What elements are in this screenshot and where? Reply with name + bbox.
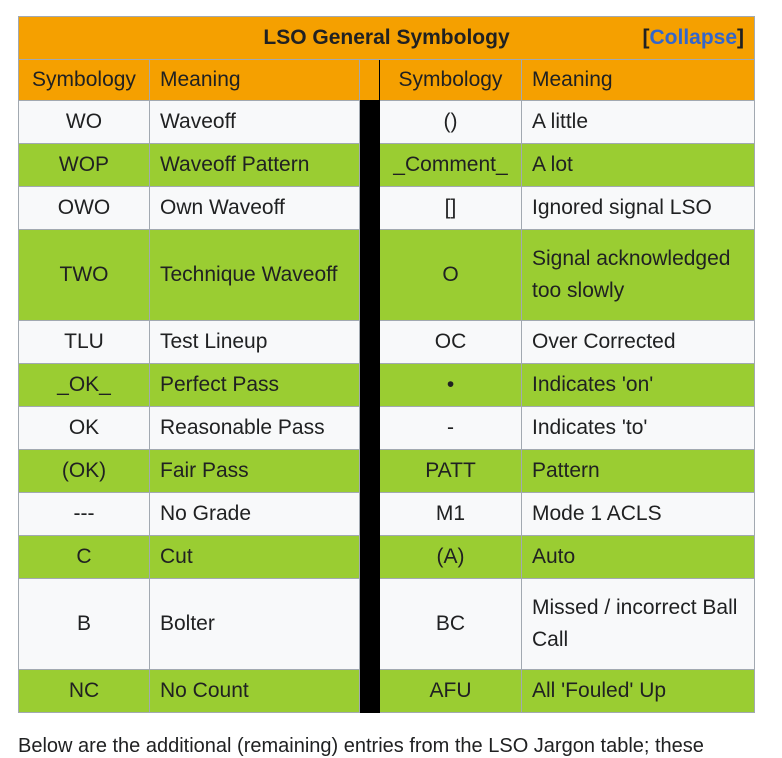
table-title: LSO General Symbology — [263, 26, 510, 49]
header-right-meaning: Meaning — [520, 59, 756, 101]
left-symbology-cell: C — [18, 535, 150, 579]
table-row: NC No Count AFU All 'Fouled' Up — [18, 669, 756, 713]
column-divider — [359, 186, 380, 230]
left-symbology-cell: NC — [18, 669, 150, 713]
column-divider — [359, 449, 380, 493]
left-meaning-cell: Waveoff — [149, 100, 360, 144]
table-row: _OK_ Perfect Pass • Indicates 'on' — [18, 363, 756, 407]
right-meaning-cell: Missed / incorrect Ball Call — [520, 578, 756, 670]
right-symbology-cell: - — [379, 406, 522, 450]
table-row: WO Waveoff () A little — [18, 100, 756, 144]
right-meaning-cell: Auto — [520, 535, 756, 579]
left-meaning-cell: Technique Waveoff — [149, 229, 360, 321]
column-divider — [359, 143, 380, 187]
right-symbology-cell: AFU — [379, 669, 522, 713]
column-divider — [359, 578, 380, 670]
column-divider — [359, 229, 380, 321]
right-meaning-cell: A lot — [520, 143, 756, 187]
table-row: C Cut (A) Auto — [18, 535, 756, 579]
header-left-meaning: Meaning — [149, 59, 360, 101]
right-meaning-cell: Ignored signal LSO — [520, 186, 756, 230]
footer-paragraph: Below are the additional (remaining) ent… — [18, 735, 704, 757]
left-meaning-cell: Own Waveoff — [149, 186, 360, 230]
right-symbology-cell: • — [379, 363, 522, 407]
table-row: OWO Own Waveoff [] Ignored signal LSO — [18, 186, 756, 230]
right-symbology-cell: PATT — [379, 449, 522, 493]
left-symbology-cell: _OK_ — [18, 363, 150, 407]
left-symbology-cell: OWO — [18, 186, 150, 230]
right-symbology-cell: () — [379, 100, 522, 144]
collapse-control: [Collapse] — [642, 26, 745, 49]
right-meaning-cell: Mode 1 ACLS — [520, 492, 756, 536]
right-meaning-cell: A little — [520, 100, 756, 144]
right-meaning-cell: Over Corrected — [520, 320, 756, 364]
header-left-symbology: Symbology — [18, 59, 150, 101]
right-symbology-cell: (A) — [379, 535, 522, 579]
header-right-symbology: Symbology — [379, 59, 522, 101]
table-title-row: LSO General Symbology [Collapse] — [17, 16, 756, 60]
left-meaning-cell: Perfect Pass — [149, 363, 360, 407]
left-meaning-cell: Fair Pass — [149, 449, 360, 493]
right-meaning-cell: Indicates 'to' — [520, 406, 756, 450]
right-symbology-cell: BC — [379, 578, 522, 670]
column-header-row: Symbology Meaning Symbology Meaning — [18, 59, 756, 101]
table-row: TWO Technique Waveoff O Signal acknowledged… — [18, 229, 756, 321]
column-divider — [359, 100, 380, 144]
column-divider — [359, 320, 380, 364]
column-divider — [359, 406, 380, 450]
collapse-link[interactable]: Collapse — [649, 26, 738, 49]
left-symbology-cell: OK — [18, 406, 150, 450]
table-row: B Bolter BC Missed / incorrect Ball Call — [18, 578, 756, 670]
right-meaning-cell: All 'Fouled' Up — [520, 669, 756, 713]
right-symbology-cell: O — [379, 229, 522, 321]
left-meaning-cell: Waveoff Pattern — [149, 143, 360, 187]
left-symbology-cell: --- — [18, 492, 150, 536]
left-symbology-cell: B — [18, 578, 150, 670]
right-meaning-cell: Signal acknowledged too slowly — [520, 229, 756, 321]
left-symbology-cell: TLU — [18, 320, 150, 364]
table-body: WO Waveoff () A little WOP Waveoff Pattern _Co… — [18, 100, 756, 713]
table-row: (OK) Fair Pass PATT Pattern — [18, 449, 756, 493]
table-row: OK Reasonable Pass - Indicates 'to' — [18, 406, 756, 450]
column-divider — [359, 535, 380, 579]
right-symbology-cell: OC — [379, 320, 522, 364]
left-meaning-cell: Reasonable Pass — [149, 406, 360, 450]
left-meaning-cell: No Grade — [149, 492, 360, 536]
right-meaning-cell: Indicates 'on' — [520, 363, 756, 407]
table-row: --- No Grade M1 Mode 1 ACLS — [18, 492, 756, 536]
left-meaning-cell: Cut — [149, 535, 360, 579]
lso-symbology-table: LSO General Symbology [Collapse] Symbolo… — [17, 16, 756, 713]
left-meaning-cell: No Count — [149, 669, 360, 713]
table-row: TLU Test Lineup OC Over Corrected — [18, 320, 756, 364]
left-meaning-cell: Bolter — [149, 578, 360, 670]
left-symbology-cell: (OK) — [18, 449, 150, 493]
column-divider — [359, 492, 380, 536]
column-divider — [359, 363, 380, 407]
table-title-cell: LSO General Symbology [Collapse] — [17, 16, 756, 60]
left-symbology-cell: WO — [18, 100, 150, 144]
right-symbology-cell: _Comment_ — [379, 143, 522, 187]
left-symbology-cell: WOP — [18, 143, 150, 187]
right-symbology-cell: [] — [379, 186, 522, 230]
column-divider — [359, 669, 380, 713]
right-meaning-cell: Pattern — [520, 449, 756, 493]
table-row: WOP Waveoff Pattern _Comment_ A lot — [18, 143, 756, 187]
left-meaning-cell: Test Lineup — [149, 320, 360, 364]
left-symbology-cell: TWO — [18, 229, 150, 321]
right-symbology-cell: M1 — [379, 492, 522, 536]
column-divider — [359, 59, 380, 101]
